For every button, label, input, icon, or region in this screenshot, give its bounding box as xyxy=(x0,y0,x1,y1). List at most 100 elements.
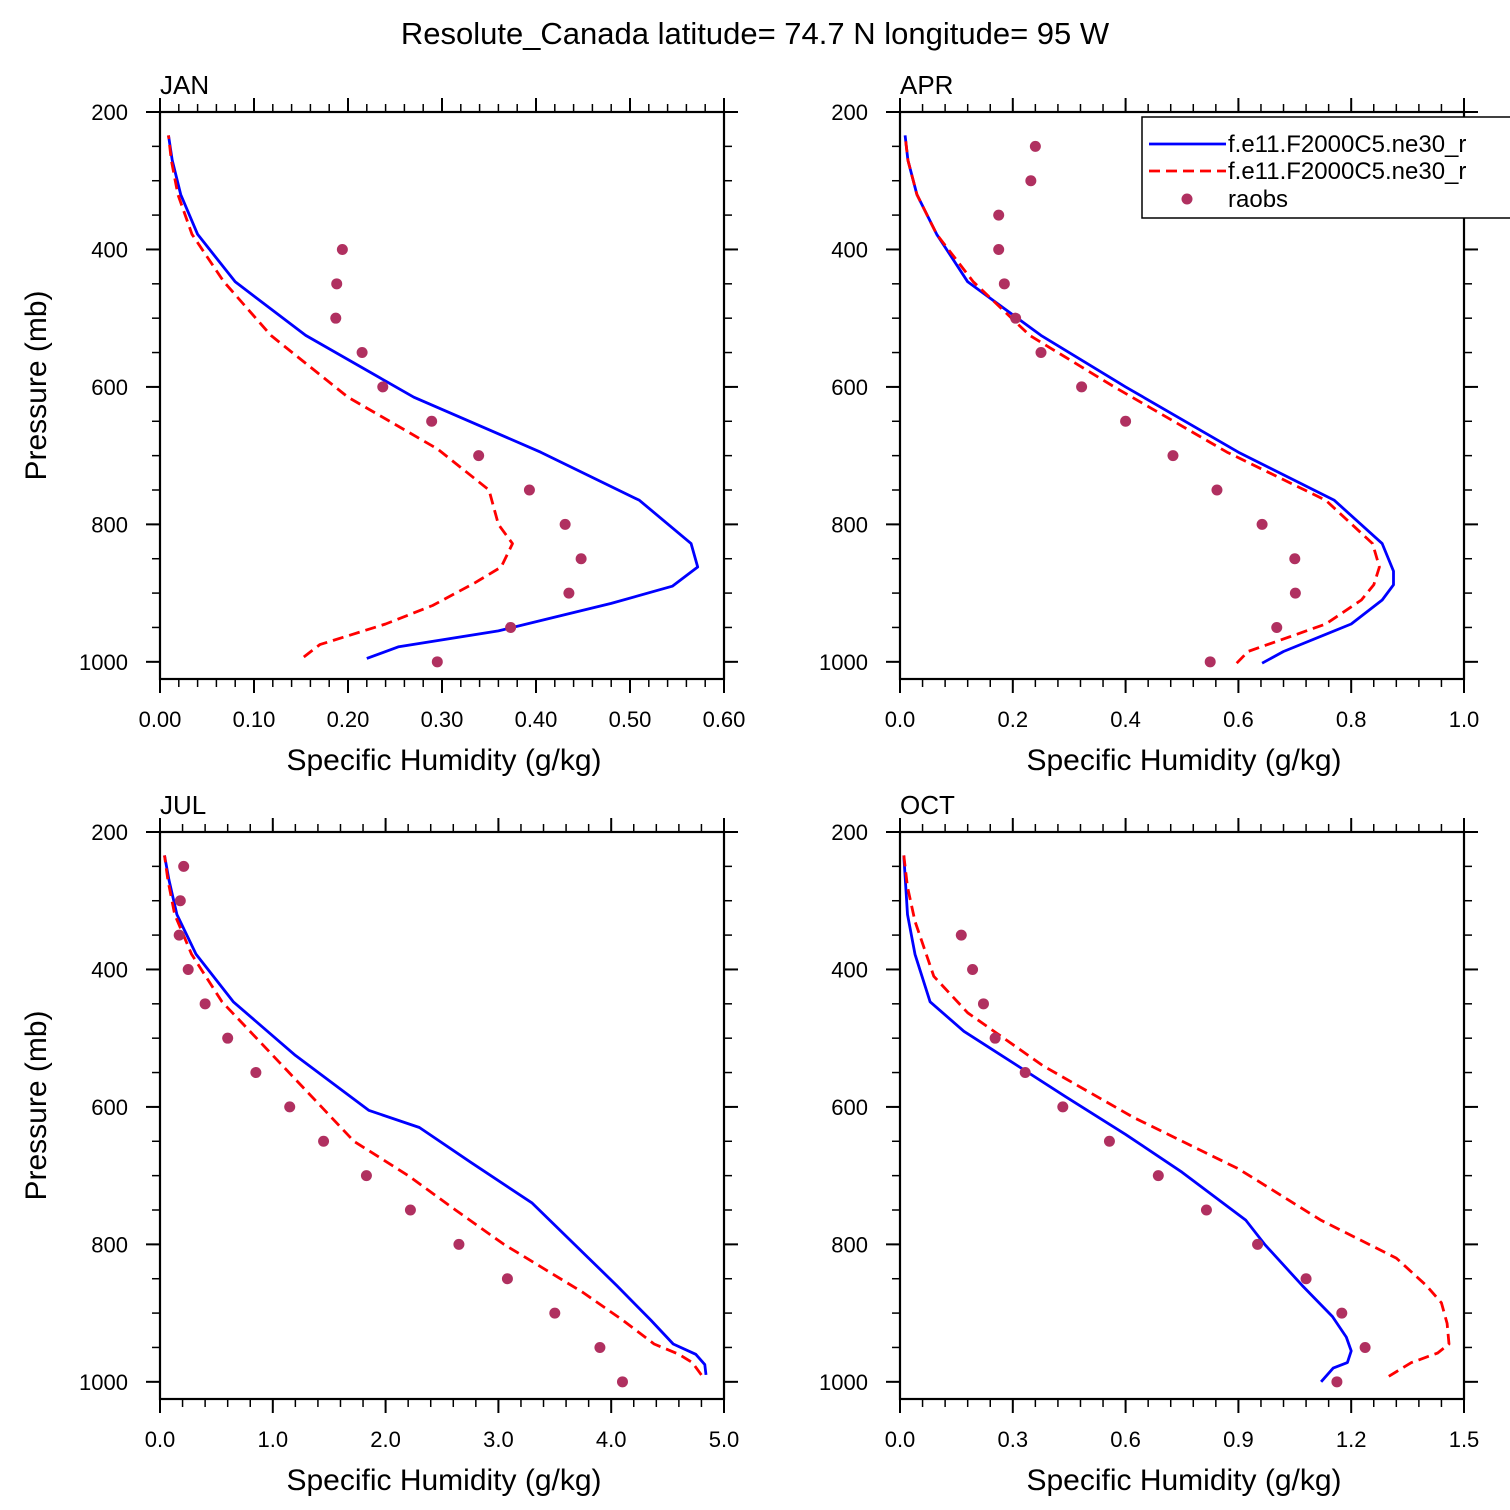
raobs-point xyxy=(174,895,186,907)
raobs-point xyxy=(250,1067,262,1079)
model-dashed-line xyxy=(163,855,703,1376)
raobs-point xyxy=(1331,1376,1343,1388)
plot-frame xyxy=(898,110,1466,681)
raobs-point xyxy=(1204,656,1216,668)
y-tick-label: 1000 xyxy=(819,650,868,675)
panel-oct: 0.0 0.3 0.6 0.9 1.2 1.5 200 400 600 800 1000 OCT Spe… xyxy=(819,790,1479,1497)
data-layer xyxy=(167,135,700,668)
raobs-point xyxy=(1120,415,1132,427)
x-axis-label: Specific Humidity (g/kg) xyxy=(1026,1464,1341,1497)
panel-title: OCT xyxy=(900,790,955,820)
legend-label: f.e11.F2000C5.ne30_r xyxy=(1228,158,1466,185)
x-axis-label: Specific Humidity (g/kg) xyxy=(286,1464,601,1497)
x-tick-label: 3.0 xyxy=(483,1427,514,1452)
raobs-point xyxy=(575,553,587,565)
x-tick-label: 0.4 xyxy=(1110,707,1141,732)
x-tick-label: 0.0 xyxy=(145,1427,176,1452)
raobs-point xyxy=(1076,381,1088,393)
x-tick-label: 1.0 xyxy=(258,1427,289,1452)
raobs-point xyxy=(563,587,575,599)
y-tick-label: 1000 xyxy=(819,1370,868,1395)
raobs-point xyxy=(523,484,535,496)
raobs-point xyxy=(426,415,438,427)
x-tick-label: 4.0 xyxy=(596,1427,627,1452)
panels: 0.00 0.10 0.20 0.30 0.40 0.50 0.60 200 400 600 800… xyxy=(20,70,1510,1497)
x-tick-label: 0.2 xyxy=(998,707,1029,732)
raobs-point xyxy=(993,243,1005,255)
panel-title: JUL xyxy=(160,790,206,820)
panel-jan: 0.00 0.10 0.20 0.30 0.40 0.50 0.60 200 400 600 800… xyxy=(20,70,745,777)
raobs-point xyxy=(998,278,1010,290)
legend-label: raobs xyxy=(1228,186,1288,213)
raobs-point xyxy=(559,518,571,530)
raobs-point xyxy=(616,1376,628,1388)
y-tick-label: 200 xyxy=(91,100,128,125)
figure-title: Resolute_Canada latitude= 74.7 N longitu… xyxy=(401,16,1110,51)
raobs-point xyxy=(1057,1101,1069,1113)
raobs-point xyxy=(1152,1170,1164,1182)
y-tick-label: 600 xyxy=(91,375,128,400)
raobs-point xyxy=(356,347,368,359)
x-tick-label: 0.00 xyxy=(139,707,182,732)
raobs-point xyxy=(1211,484,1223,496)
panel-title: APR xyxy=(900,70,953,100)
legend-box xyxy=(1141,116,1510,219)
y-tick-label: 800 xyxy=(91,512,128,537)
y-tick-label: 600 xyxy=(831,375,868,400)
y-tick-label: 800 xyxy=(91,1232,128,1257)
x-tick-label: 0.20 xyxy=(327,707,370,732)
x-tick-label: 0.30 xyxy=(421,707,464,732)
x-tick-label: 0.10 xyxy=(233,707,276,732)
model-solid-line xyxy=(163,855,708,1376)
plot-frame xyxy=(158,830,726,1401)
raobs-point xyxy=(1103,1135,1115,1147)
raobs-point xyxy=(1200,1204,1212,1216)
y-axis-label: Pressure (mb) xyxy=(20,290,53,480)
y-tick-label: 400 xyxy=(831,957,868,982)
y-tick-label: 800 xyxy=(831,1232,868,1257)
x-tick-label: 1.0 xyxy=(1449,707,1480,732)
model-dashed-line xyxy=(167,135,514,659)
raobs-point xyxy=(955,929,967,941)
x-tick-label: 2.0 xyxy=(370,1427,401,1452)
y-tick-label: 400 xyxy=(91,957,128,982)
legend-marker-raobs xyxy=(1181,193,1193,205)
y-tick-label: 400 xyxy=(831,237,868,262)
raobs-point xyxy=(453,1238,465,1250)
y-tick-label: 600 xyxy=(831,1095,868,1120)
raobs-point xyxy=(1336,1307,1348,1319)
y-tick-label: 600 xyxy=(91,1095,128,1120)
x-axis-label: Specific Humidity (g/kg) xyxy=(1026,744,1341,777)
y-tick-label: 200 xyxy=(831,820,868,845)
raobs-point xyxy=(1289,587,1301,599)
y-tick-label: 200 xyxy=(831,100,868,125)
raobs-point xyxy=(318,1135,330,1147)
raobs-point xyxy=(178,860,190,872)
raobs-point xyxy=(330,312,342,324)
x-tick-label: 0.0 xyxy=(885,1427,916,1452)
y-tick-label: 1000 xyxy=(79,1370,128,1395)
raobs-point xyxy=(1271,621,1283,633)
model-dashed-line xyxy=(903,135,1381,665)
raobs-point xyxy=(199,998,211,1010)
raobs-point xyxy=(336,243,348,255)
raobs-point xyxy=(284,1101,296,1113)
x-tick-label: 0.40 xyxy=(515,707,558,732)
raobs-point xyxy=(431,656,443,668)
legend-label: f.e11.F2000C5.ne30_r xyxy=(1228,131,1466,158)
raobs-point xyxy=(1300,1273,1312,1285)
raobs-point xyxy=(501,1273,513,1285)
raobs-point xyxy=(967,963,979,975)
y-axis-label: Pressure (mb) xyxy=(20,1010,53,1200)
data-layer xyxy=(163,855,708,1388)
raobs-point xyxy=(1359,1341,1371,1353)
raobs-point xyxy=(549,1307,561,1319)
x-tick-label: 0.60 xyxy=(703,707,746,732)
y-tick-label: 800 xyxy=(831,512,868,537)
raobs-point xyxy=(1256,518,1268,530)
x-tick-label: 0.3 xyxy=(998,1427,1029,1452)
plot-frame xyxy=(158,110,726,681)
raobs-point xyxy=(1025,175,1037,187)
raobs-point xyxy=(977,998,989,1010)
